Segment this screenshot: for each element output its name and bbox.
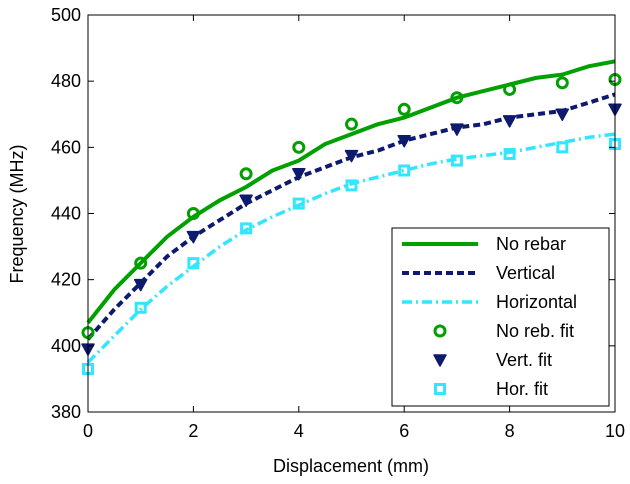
x-tick-label: 4 — [294, 421, 304, 441]
y-tick-label: 440 — [51, 204, 81, 224]
y-tick-label: 480 — [51, 71, 81, 91]
marker-series-2-point — [239, 194, 253, 208]
x-tick-label: 8 — [505, 421, 515, 441]
marker-series-1-point — [292, 140, 306, 154]
axes-layer: 0 2 4 6 8 10 380 400 420 440 460 480 500 — [51, 5, 625, 441]
marker-series-1-point — [503, 82, 517, 96]
marker-series-1-point — [134, 256, 148, 270]
legend-label: Hor. fit — [496, 379, 548, 399]
y-tick-label: 460 — [51, 137, 81, 157]
series-line-3 — [86, 132, 616, 364]
marker-series-1-point — [450, 91, 464, 105]
legend-marker-swatch — [433, 354, 447, 367]
marker-series-1-point — [345, 117, 358, 131]
marker-series-2-point — [344, 149, 359, 163]
y-tick-label: 400 — [51, 336, 81, 356]
marker-series-1-point — [397, 102, 411, 116]
marker-series-3-point — [345, 179, 358, 192]
marker-series-3-point — [503, 147, 516, 160]
legend-label: No reb. fit — [496, 321, 574, 341]
marker-series-2-point — [502, 115, 517, 128]
marker-series-3-point — [240, 222, 253, 235]
marker-series-3-point — [398, 164, 411, 177]
marker-series-2-point — [186, 230, 201, 244]
y-tick-label: 420 — [51, 270, 81, 290]
series-line-1 — [86, 59, 616, 324]
marker-series-2-point — [133, 278, 148, 292]
marker-series-2-point — [397, 134, 411, 148]
legend-label: Horizontal — [496, 292, 577, 312]
legend-marker-swatch — [434, 383, 446, 395]
x-tick-label: 6 — [399, 421, 409, 441]
marker-series-2-point — [292, 168, 306, 181]
marker-series-3-point — [292, 197, 305, 210]
legend-label: Vertical — [496, 263, 555, 283]
marker-series-3-point — [187, 257, 200, 270]
legend-box — [391, 227, 610, 407]
marker-series-1-point — [555, 76, 569, 90]
x-tick-label: 0 — [83, 421, 93, 441]
marker-series-1-point — [186, 207, 200, 220]
legend: No rebar Vertical Horizontal No reb. fit Ver… — [391, 227, 610, 407]
marker-series-2-point — [555, 108, 570, 121]
x-axis-label: Displacement (mm) — [273, 456, 429, 476]
y-axis-label: Frequency (MHz) — [7, 144, 27, 283]
marker-series-3-point — [556, 141, 569, 154]
y-tick-label: 380 — [51, 402, 81, 422]
marker-series-1-point — [239, 167, 253, 181]
marker-series-2-point — [450, 123, 464, 136]
legend-label: No rebar — [496, 234, 566, 254]
legend-label: Vert. fit — [496, 350, 552, 370]
marker-series-3-point — [134, 301, 147, 314]
legend-marker-swatch — [433, 324, 447, 338]
y-tick-label: 500 — [51, 5, 81, 25]
x-tick-label: 10 — [605, 421, 625, 441]
x-tick-label: 2 — [188, 421, 198, 441]
marker-series-3-point — [450, 154, 463, 167]
